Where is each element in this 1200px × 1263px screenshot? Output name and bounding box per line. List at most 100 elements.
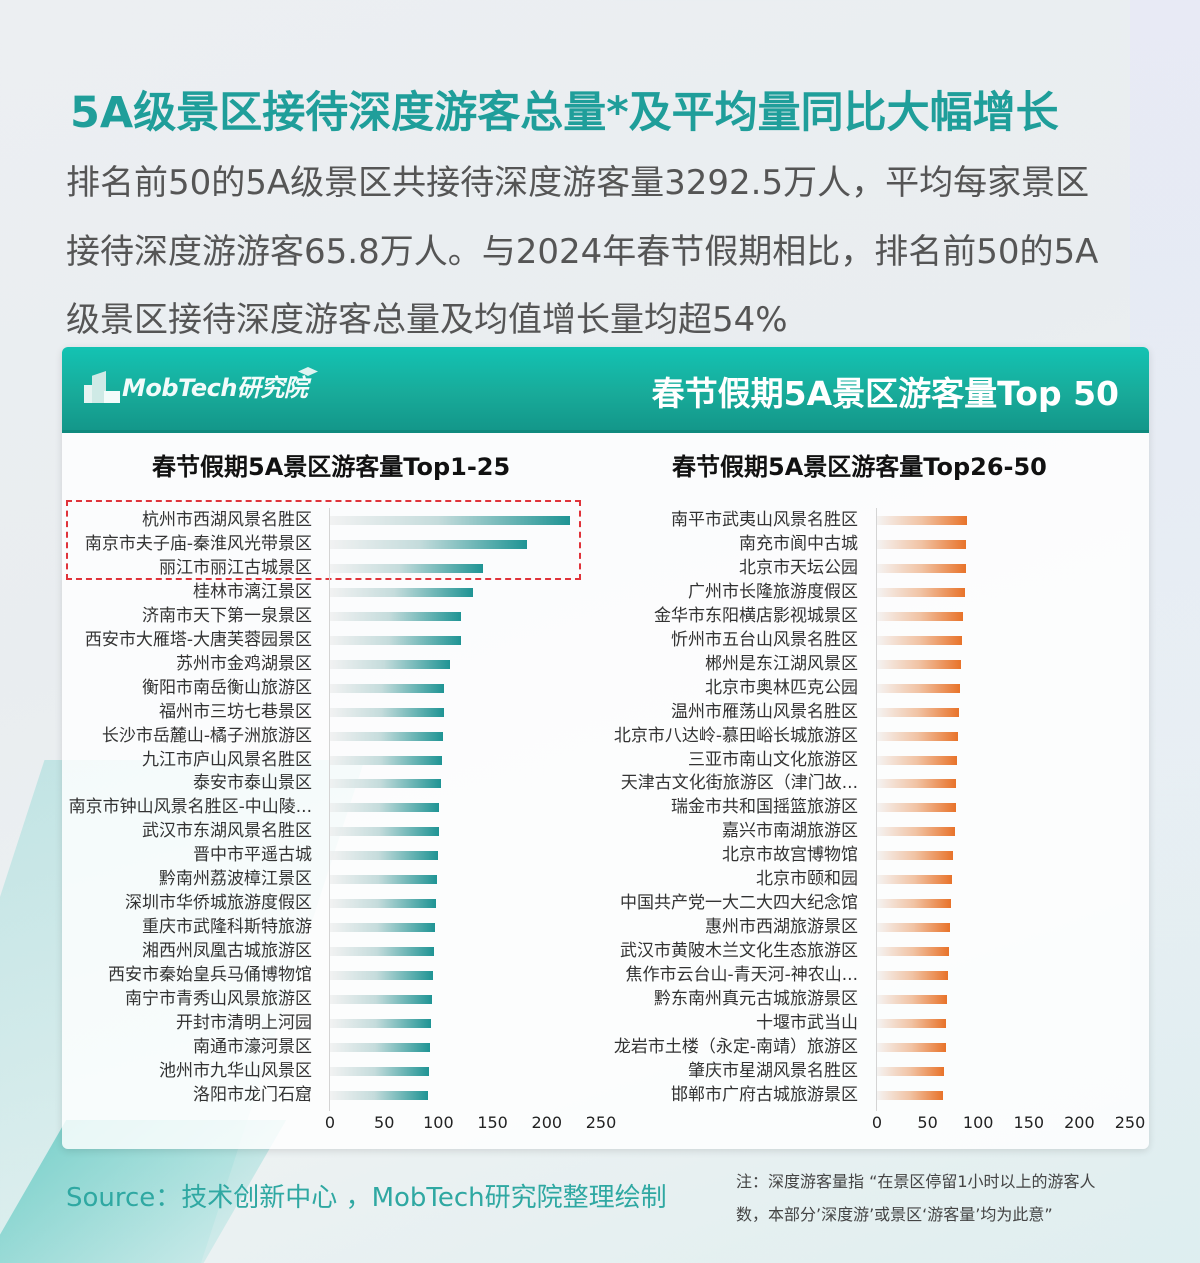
card-title: 春节假期5A景区游客量Top 50	[651, 374, 1119, 413]
data-bar	[330, 587, 474, 597]
data-bar	[877, 995, 947, 1004]
data-bar	[877, 587, 966, 597]
data-bar	[330, 707, 444, 717]
category-label: 西安市秦始皇兵马俑博物馆	[108, 965, 312, 986]
page-headline: 5A级景区接待深度游客总量*及平均量同比大幅增长	[70, 88, 1059, 138]
category-label: 金华市东阳横店影视城景区	[654, 605, 858, 626]
data-bar	[877, 923, 950, 933]
category-label: 丽江市丽江古城景区	[159, 557, 312, 578]
category-label: 深圳市华侨城旅游度假区	[125, 893, 312, 914]
chart-title-left: 春节假期5A景区游客量Top1-25	[152, 453, 511, 481]
x-axis-tick: 0	[324, 1113, 336, 1132]
logo-text: MobTech研究院	[122, 374, 308, 402]
x-axis-tick: 250	[1114, 1113, 1146, 1132]
data-bar	[877, 1042, 946, 1052]
category-label: 湘西州凤凰古城旅游区	[142, 941, 312, 962]
y-axis-line	[876, 508, 877, 1111]
top3-highlight-box	[66, 500, 581, 580]
category-label: 桂林市漓江景区	[193, 581, 312, 602]
data-bar	[330, 851, 439, 861]
category-label: 十堰市武当山	[756, 1012, 858, 1033]
category-label: 广州市长隆旅游度假区	[688, 581, 858, 602]
category-label: 苏州市金鸡湖景区	[176, 653, 312, 674]
data-bar	[877, 851, 953, 861]
data-bar	[330, 635, 462, 645]
category-label: 南宁市青秀山风景旅游区	[125, 989, 312, 1009]
data-bar	[330, 516, 570, 525]
summary-line-2: 接待深度游游客65.8万人。与2024年春节假期相比，排名前50的5A	[66, 232, 1099, 272]
category-label: 衡阳市南岳衡山旅游区	[142, 677, 312, 698]
data-bar	[877, 947, 949, 957]
chart-title-right: 春节假期5A景区游客量Top26-50	[672, 453, 1047, 481]
category-label: 北京市奥林匹克公园	[705, 677, 858, 698]
category-label: 肇庆市星湖风景名胜区	[688, 1060, 858, 1081]
category-label: 北京市天坛公园	[739, 557, 858, 578]
data-bar	[330, 947, 435, 957]
summary-line-1: 排名前50的5A级景区共接待深度游客量3292.5万人，平均每家景区	[66, 163, 1090, 203]
data-bar	[877, 516, 968, 525]
data-bar	[877, 827, 955, 837]
category-label: 嘉兴市南湖旅游区	[722, 821, 858, 842]
footnote-line-1: 注：深度游客量指 “在景区停留1小时以上的游客人	[736, 1172, 1096, 1191]
category-label: 南通市濠河景区	[193, 1036, 312, 1057]
data-bar	[330, 923, 436, 933]
category-label: 泰安市泰山景区	[193, 773, 312, 794]
x-axis-tick: 0	[871, 1113, 883, 1132]
graduation-cap-icon	[298, 367, 318, 376]
mobtech-logo: MobTech研究院	[84, 367, 318, 403]
data-bar	[330, 875, 438, 885]
summary-line-3: 级景区接待深度游客总量及均值增长量均超54%	[66, 300, 788, 340]
category-label: 九江市庐山风景名胜区	[142, 749, 312, 770]
chart-card: MobTech研究院 春节假期5A景区游客量Top 50 春节假期5A景区游客量…	[62, 347, 1149, 1149]
data-bar	[330, 779, 441, 789]
category-label: 天津古文化街旅游区（津门故...	[620, 773, 858, 794]
x-axis-tick: 50	[374, 1113, 395, 1132]
data-bar	[330, 899, 437, 909]
data-bar	[877, 611, 964, 621]
category-label: 郴州是东江湖风景区	[705, 653, 858, 674]
category-label: 济南市天下第一泉景区	[142, 605, 312, 626]
category-label: 忻州市五台山风景名胜区	[671, 629, 858, 650]
x-axis-tick: 200	[531, 1113, 563, 1132]
data-bar	[877, 779, 956, 789]
category-label: 西安市大雁塔-大唐芙蓉园景区	[84, 629, 312, 650]
data-bar	[330, 1066, 429, 1076]
data-bar	[330, 971, 433, 981]
category-label: 北京市故宫博物馆	[722, 845, 858, 866]
data-bar	[877, 755, 957, 765]
category-label: 龙岩市土楼（永定-南靖）旅游区	[613, 1036, 858, 1057]
category-label: 重庆市武隆科斯特旅游	[142, 917, 312, 938]
data-bar	[877, 803, 956, 813]
data-bar	[877, 563, 967, 573]
data-bar	[330, 683, 444, 693]
data-bar	[330, 995, 432, 1004]
data-bar	[877, 899, 951, 909]
category-label: 洛阳市龙门石窟	[193, 1084, 312, 1105]
data-bar	[330, 755, 442, 765]
data-bar	[877, 731, 958, 741]
category-label: 瑞金市共和国摇篮旅游区	[671, 797, 858, 818]
category-label: 三亚市南山文化旅游区	[688, 749, 858, 770]
category-label: 黔南州荔波樟江景区	[159, 869, 312, 890]
source-credit: Source：技术创新中心 ，MobTech研究院整理绘制	[66, 1183, 667, 1213]
data-bar	[877, 1066, 944, 1076]
x-axis-tick: 200	[1064, 1113, 1095, 1132]
x-axis-tick: 150	[477, 1113, 508, 1132]
y-axis-line	[329, 508, 330, 1111]
building-logo-icon	[84, 369, 120, 403]
data-bar	[877, 539, 967, 549]
x-axis-tick: 100	[962, 1113, 994, 1132]
x-axis-tick: 50	[917, 1113, 938, 1132]
data-bar	[877, 875, 952, 885]
data-bar	[330, 1090, 428, 1100]
category-label: 杭州市西湖风景名胜区	[142, 510, 312, 530]
category-label: 中国共产党一大二大四大纪念馆	[620, 893, 858, 914]
category-label: 福州市三坊七巷景区	[159, 701, 312, 722]
category-label: 晋中市平遥古城	[193, 845, 312, 866]
x-axis-tick: 100	[423, 1113, 454, 1132]
data-bar	[330, 563, 483, 573]
data-bar	[330, 1042, 430, 1052]
category-label: 长沙市岳麓山-橘子洲旅游区	[101, 725, 312, 746]
category-label: 武汉市黄陂木兰文化生态旅游区	[620, 941, 858, 962]
data-bar	[877, 1090, 943, 1100]
